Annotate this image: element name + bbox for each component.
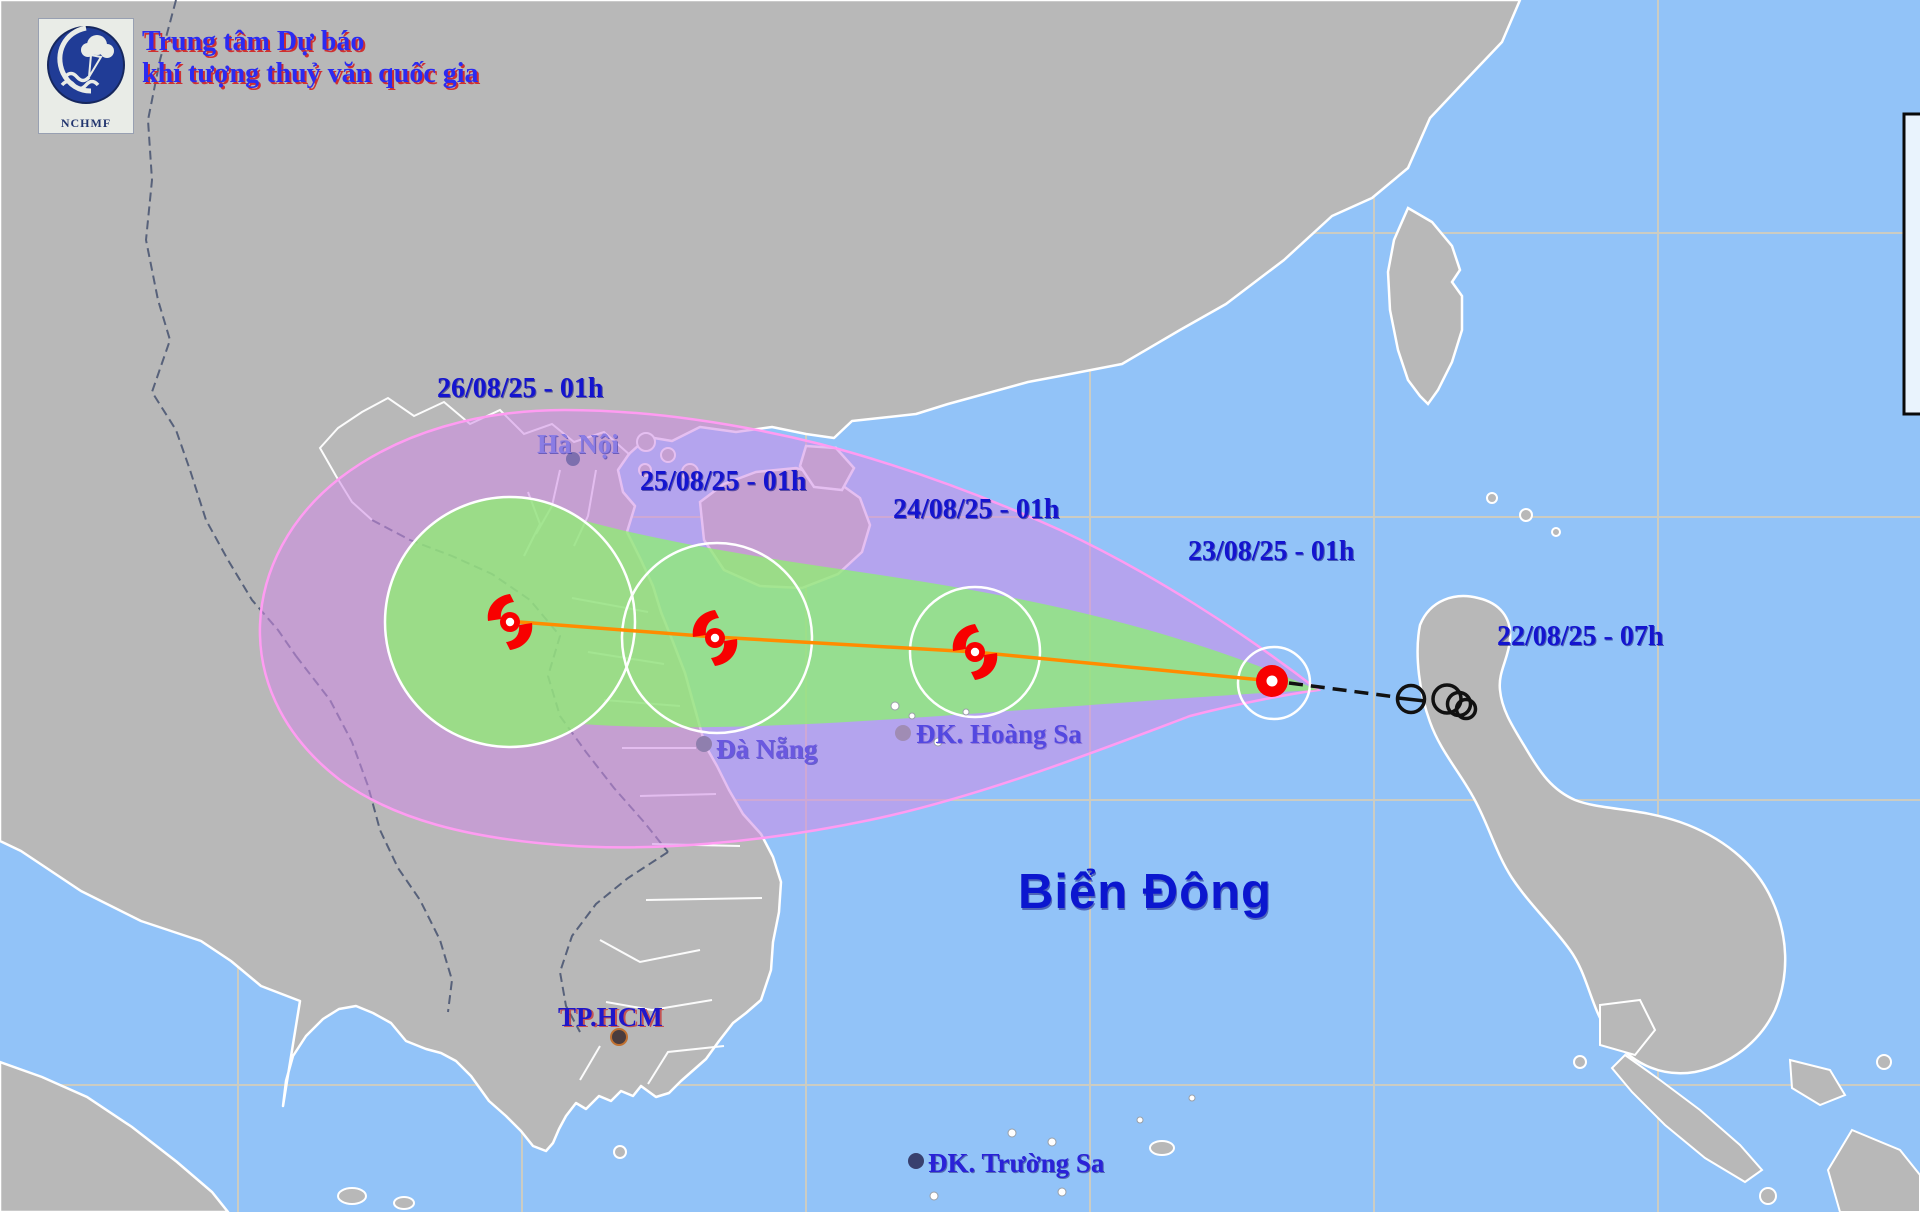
hoangsa-label: ĐK. Hoàng Sa	[916, 719, 1082, 749]
wind-circle-24-08	[908, 585, 1042, 719]
danang-dot	[696, 736, 712, 752]
tphcm-dot	[610, 1028, 628, 1046]
hoangsa-dot	[895, 725, 911, 741]
bien-dong-label: Biển Đông	[1018, 865, 1272, 919]
track-label-24-08: 24/08/25 - 01h	[893, 494, 1060, 525]
truongsa-dot	[908, 1153, 924, 1169]
past-position-icon	[1395, 683, 1427, 715]
nchmf-logo: NCHMF	[38, 18, 134, 134]
truongsa-label: ĐK. Trường Sa	[928, 1148, 1105, 1178]
wind-radius-circles	[383, 495, 1312, 749]
wind-circle-25-08	[620, 541, 814, 735]
track-label-25-08: 25/08/25 - 01h	[640, 466, 807, 497]
small-islands	[337, 1140, 1175, 1210]
offshore-islets	[890, 701, 1196, 1201]
agency-name-line2: khí tượng thuỷ văn quốc gia	[142, 58, 479, 89]
legend-box-partial	[1902, 112, 1920, 416]
track-line	[505, 619, 1273, 683]
wind-circle-26-08	[383, 495, 637, 749]
track-label-23-08: 23/08/25 - 01h	[1188, 536, 1355, 567]
hanoi-label: Hà Nội	[537, 429, 619, 459]
nchmf-emblem-icon	[47, 25, 125, 104]
track-label-22-08: 22/08/25 - 07h	[1497, 621, 1664, 652]
agency-name: Trung tâm Dự báo khí tượng thuỷ văn quốc…	[142, 26, 479, 90]
danang-label: Đà Nẵng	[716, 734, 818, 764]
past-track	[1288, 681, 1478, 721]
past-position-icon	[1454, 697, 1478, 721]
wind-circle-23-08	[1236, 645, 1312, 721]
track-label-26-08: 26/08/25 - 01h	[437, 373, 604, 404]
malay-peninsula	[0, 1060, 230, 1212]
agency-name-line1: Trung tâm Dự báo	[142, 26, 365, 57]
luzon-island	[1416, 594, 1787, 1075]
nchmf-logo-text: NCHMF	[60, 116, 112, 130]
philippine-islands	[1573, 998, 1920, 1212]
babuyan-islets	[1486, 492, 1561, 537]
hanoi-dot	[566, 452, 580, 466]
tphcm-label: TP.HCM	[558, 1002, 663, 1032]
mainland-asia	[0, 0, 1522, 1153]
taiwan-island	[1386, 206, 1464, 406]
current-position-icon	[1256, 665, 1288, 697]
